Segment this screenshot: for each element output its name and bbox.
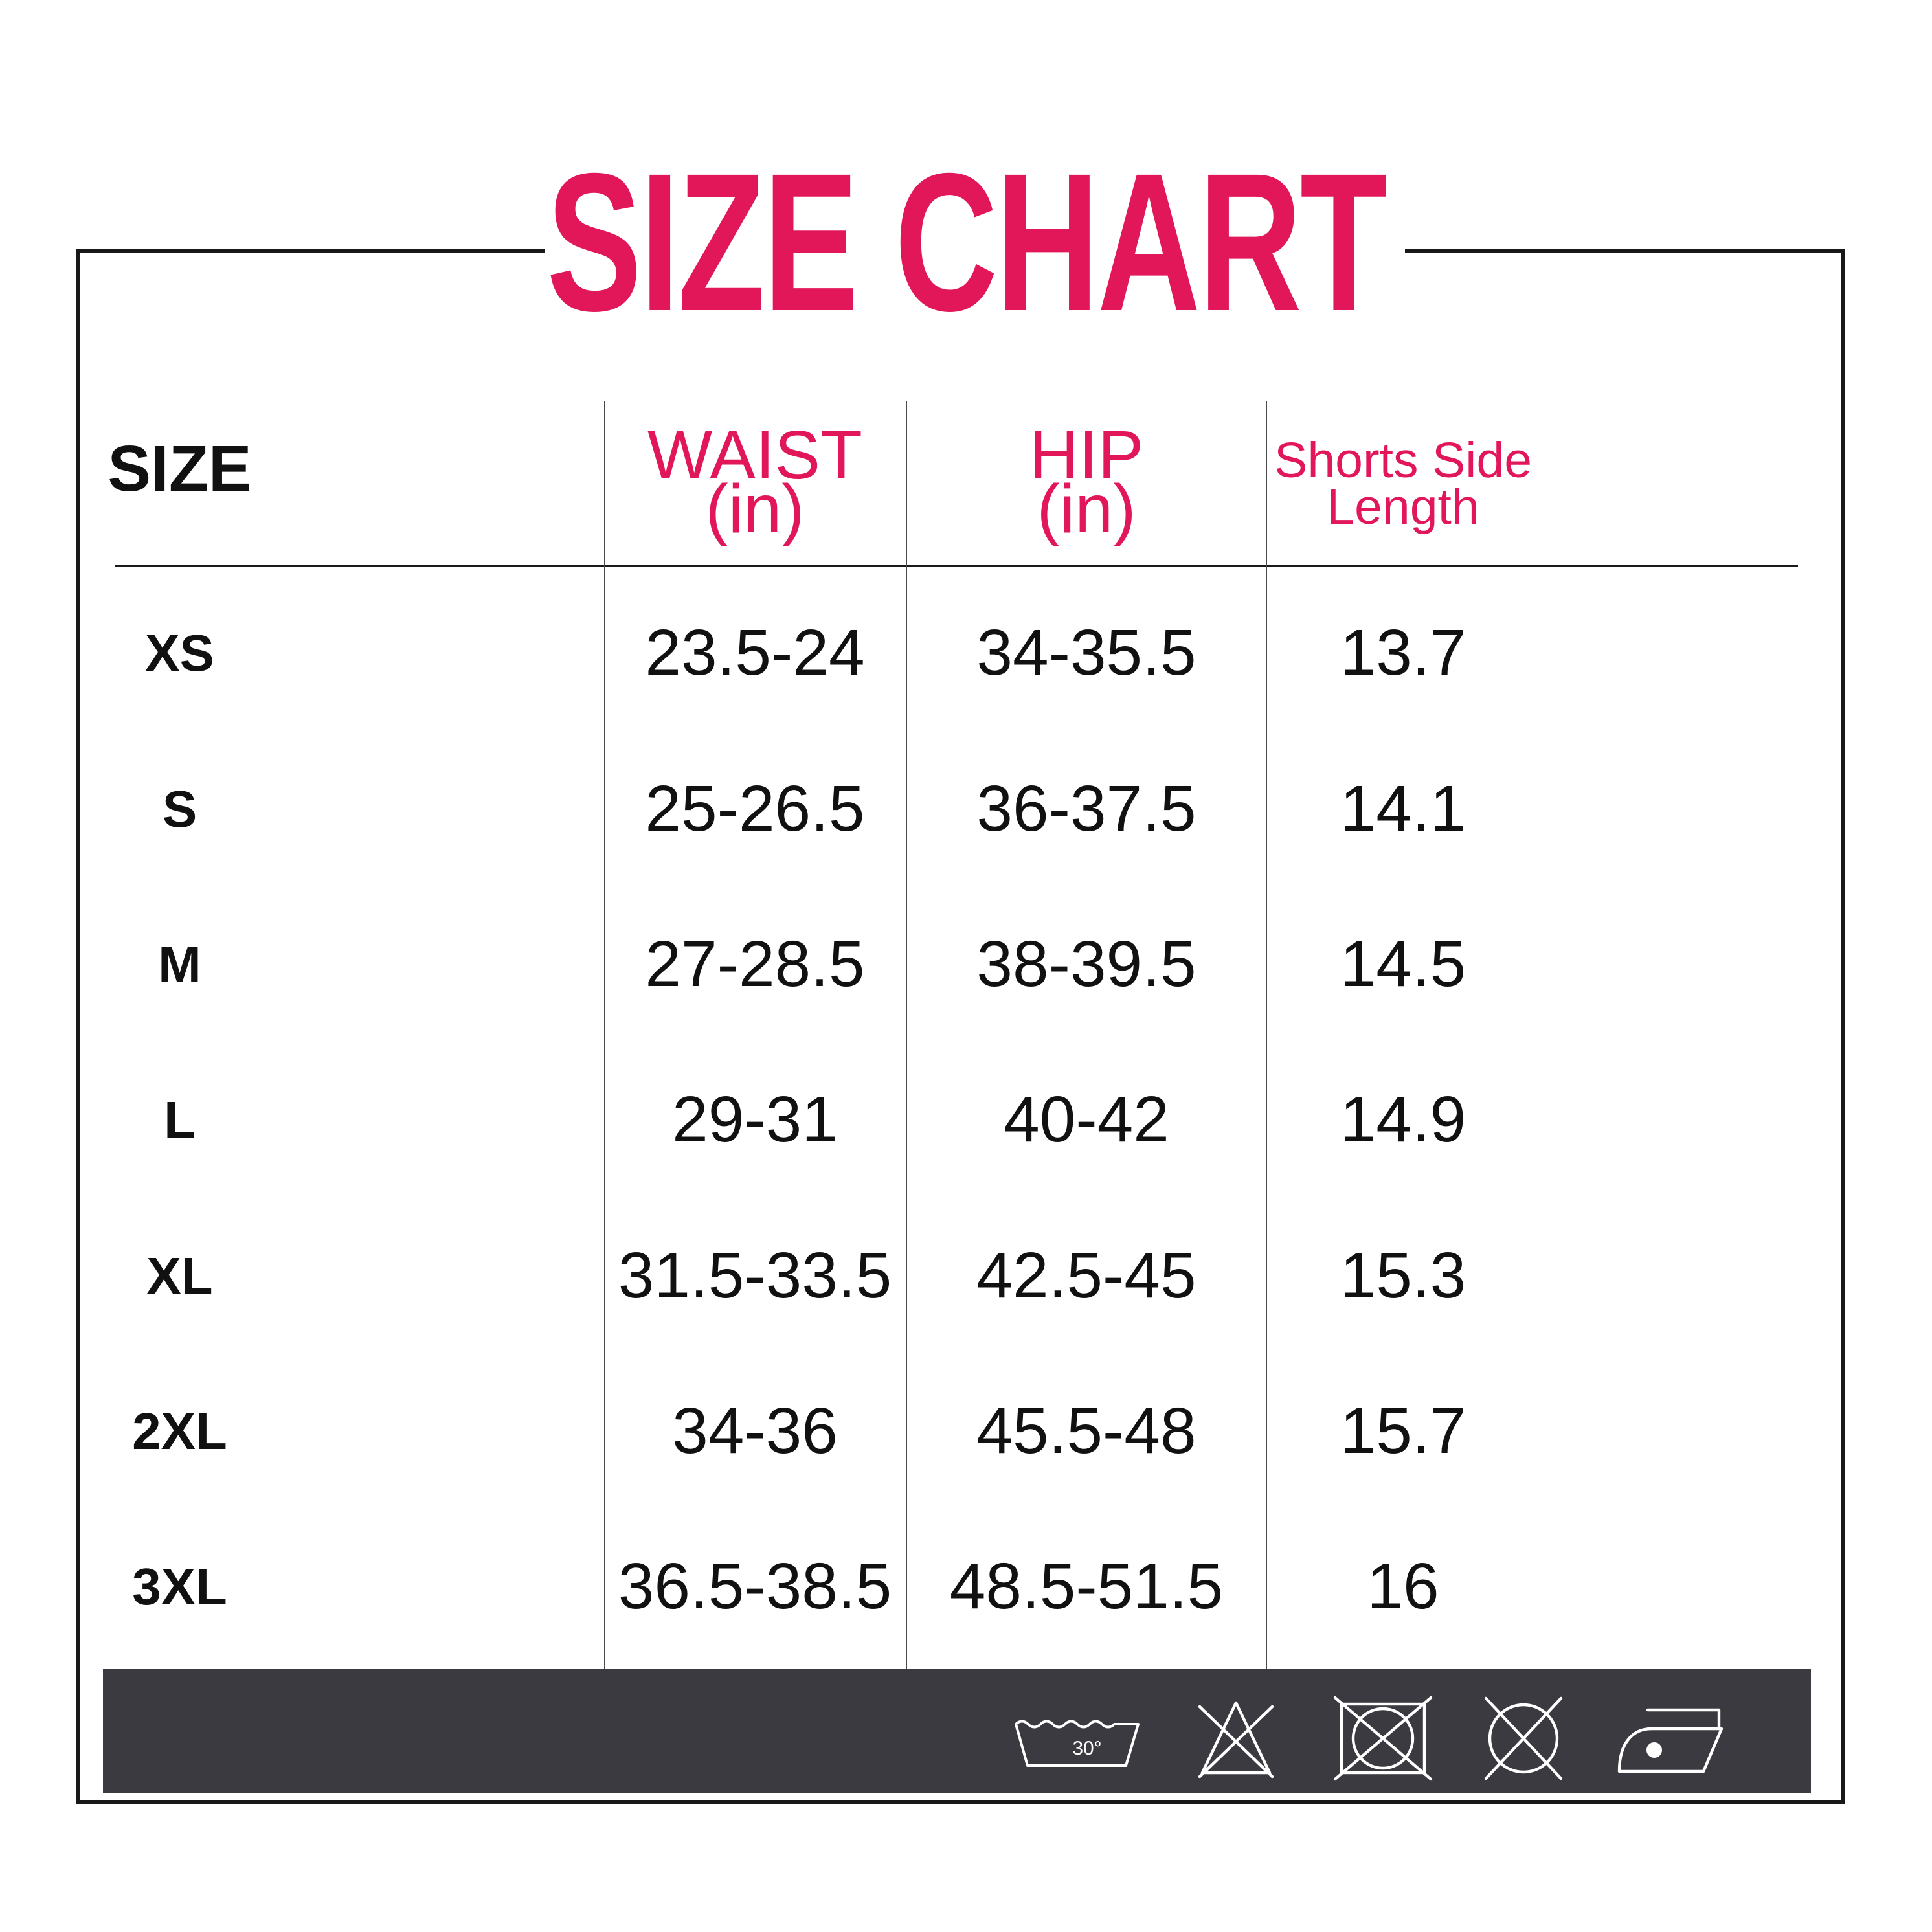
svg-text:30°: 30° (1072, 1738, 1101, 1759)
